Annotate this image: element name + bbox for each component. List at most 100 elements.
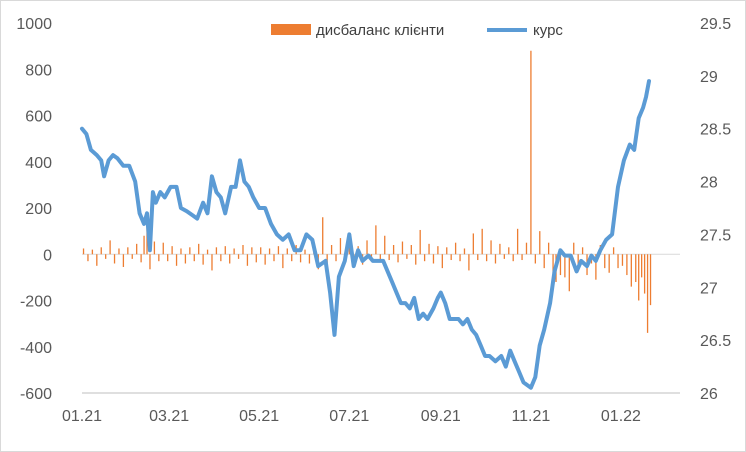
bar	[573, 242, 575, 255]
y-left-tick-label: -400	[20, 340, 52, 357]
bar	[641, 254, 643, 278]
bar	[127, 247, 129, 255]
bar	[450, 254, 452, 261]
bar	[521, 254, 523, 261]
bar	[512, 254, 514, 262]
bar	[131, 254, 133, 259]
legend-label-line: курс	[533, 22, 563, 39]
y-left-tick-label: 600	[25, 109, 52, 126]
x-tick-label: 07.21	[329, 408, 369, 425]
y-right-tick-label: 29.5	[700, 16, 731, 33]
x-tick-label: 05.21	[239, 408, 279, 425]
x-tick-label: 01.21	[62, 408, 102, 425]
bar	[220, 254, 222, 262]
x-tick-label: 01.22	[601, 408, 641, 425]
bar	[617, 254, 619, 269]
bar	[581, 247, 584, 255]
bar	[167, 254, 169, 262]
bar	[534, 254, 536, 264]
bar	[291, 254, 293, 262]
y-right-tick-label: 27.5	[700, 227, 731, 244]
bar	[646, 254, 649, 333]
bar	[330, 245, 333, 255]
bar	[189, 247, 191, 255]
bar	[437, 246, 439, 255]
y-left-tick-label: 1000	[16, 16, 52, 33]
bar	[428, 243, 430, 255]
bar	[366, 240, 368, 255]
bar	[198, 243, 200, 255]
y-left-tick-label: -600	[20, 386, 52, 403]
bar	[105, 254, 107, 259]
bar	[91, 249, 94, 255]
bar	[143, 235, 145, 255]
bar	[304, 249, 306, 255]
bar	[508, 247, 510, 255]
bar	[503, 254, 505, 259]
y-right-tick-label: 26	[700, 386, 718, 403]
bar	[87, 254, 89, 262]
bar	[392, 245, 395, 255]
bar	[638, 254, 640, 301]
bar	[109, 240, 111, 255]
bar	[397, 254, 399, 263]
bar	[485, 254, 488, 262]
bar	[481, 228, 483, 255]
bar	[242, 245, 244, 255]
bar	[406, 254, 408, 259]
bar	[149, 254, 151, 270]
bar	[82, 248, 85, 255]
bar	[410, 245, 412, 255]
bar	[264, 254, 266, 265]
bar	[206, 249, 209, 255]
bar	[268, 248, 271, 255]
bar	[468, 254, 470, 271]
bar	[211, 254, 213, 271]
bar	[559, 254, 562, 276]
bar	[175, 254, 178, 266]
bar	[273, 254, 275, 262]
bar	[626, 254, 628, 276]
y-right-tick-label: 28.5	[700, 122, 731, 139]
bar	[525, 242, 528, 255]
bar	[282, 254, 284, 269]
bar	[649, 254, 652, 306]
bar	[516, 228, 519, 255]
bar	[322, 217, 324, 255]
bar	[171, 246, 173, 255]
bar	[339, 238, 342, 255]
bar	[494, 254, 497, 264]
bar	[643, 254, 646, 294]
bar	[96, 254, 98, 266]
y-left-tick-label: 800	[25, 62, 52, 79]
bar	[577, 254, 579, 271]
bar	[384, 235, 386, 255]
bar	[423, 254, 426, 262]
y-right-tick-label: 28	[700, 175, 718, 192]
bar	[184, 254, 187, 264]
bar	[229, 254, 231, 264]
bar	[463, 248, 466, 255]
bar	[477, 254, 479, 261]
bar	[146, 224, 148, 255]
bar	[375, 225, 377, 255]
bar	[490, 240, 492, 255]
legend: дисбаланс клієнти курс	[271, 22, 563, 39]
bar	[604, 254, 606, 269]
bar	[539, 231, 541, 255]
bar	[552, 254, 554, 273]
bar	[158, 254, 160, 262]
bar	[260, 247, 262, 255]
bar	[251, 247, 253, 255]
bar	[122, 254, 125, 267]
line-series-kurs	[80, 79, 651, 390]
bar	[388, 254, 390, 261]
x-tick-label: 11.21	[511, 408, 550, 425]
bar	[401, 241, 404, 255]
bar	[415, 254, 417, 265]
bar	[233, 248, 235, 255]
bar	[237, 254, 240, 259]
bar	[255, 254, 257, 263]
bar	[113, 254, 116, 264]
